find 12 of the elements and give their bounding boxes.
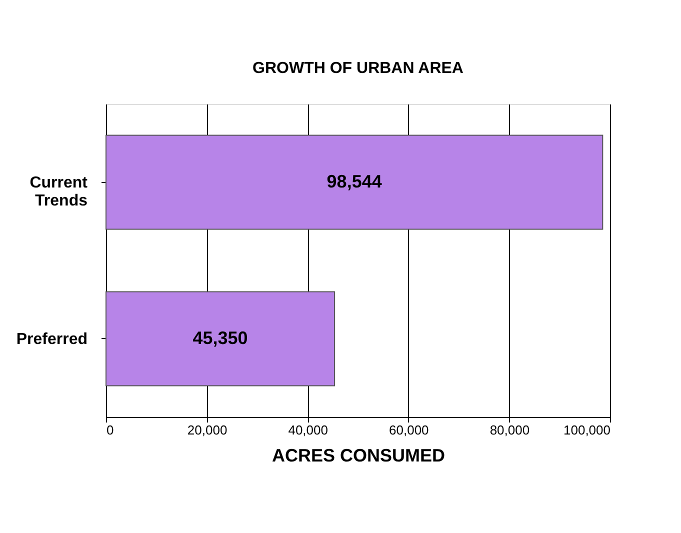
data-label: 45,350	[192, 328, 248, 348]
y-tick-label: Current Trends	[30, 174, 88, 210]
x-tick-label: 80,000	[490, 422, 530, 438]
x-tick-label: 60,000	[389, 422, 429, 438]
x-axis-title: ACRES CONSUMED	[272, 446, 446, 466]
x-tick-label: 100,000	[564, 422, 610, 438]
x-tick-label: 40,000	[288, 422, 328, 438]
x-tick-label: 0	[106, 422, 114, 438]
x-tick-label: 20,000	[187, 422, 228, 438]
chart-title: GROWTH OF URBAN AREA	[252, 60, 464, 77]
data-label: 98,544	[326, 171, 382, 192]
y-tick-label: Preferred	[16, 330, 88, 348]
